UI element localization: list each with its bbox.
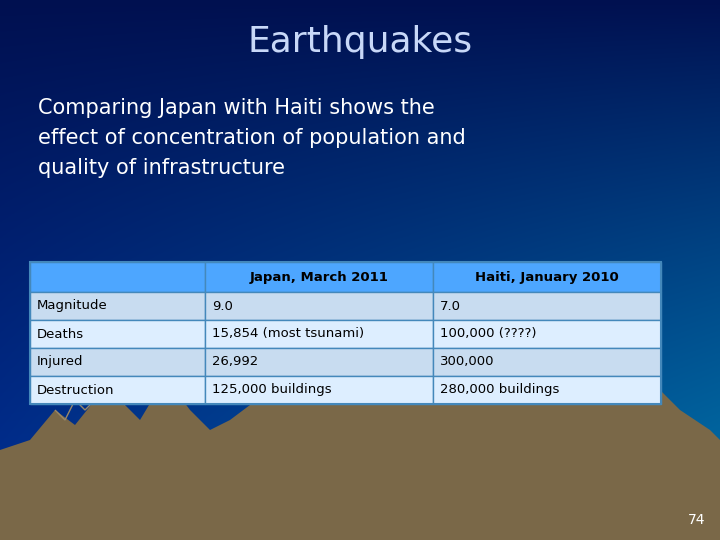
Text: 100,000 (????): 100,000 (????) bbox=[440, 327, 536, 341]
Bar bbox=[433, 292, 661, 320]
Text: Deaths: Deaths bbox=[37, 327, 84, 341]
Bar bbox=[30, 376, 205, 404]
Bar bbox=[30, 262, 205, 292]
Bar bbox=[205, 292, 433, 320]
Text: Comparing Japan with Haiti shows the: Comparing Japan with Haiti shows the bbox=[38, 98, 435, 118]
Bar bbox=[205, 320, 433, 348]
Bar bbox=[0, 452, 720, 540]
Text: 15,854 (most tsunami): 15,854 (most tsunami) bbox=[212, 327, 364, 341]
Text: Destruction: Destruction bbox=[37, 383, 114, 396]
Text: quality of infrastructure: quality of infrastructure bbox=[38, 158, 285, 178]
Bar bbox=[433, 320, 661, 348]
Bar bbox=[433, 348, 661, 376]
Bar bbox=[433, 376, 661, 404]
Polygon shape bbox=[0, 345, 720, 540]
Text: effect of concentration of population and: effect of concentration of population an… bbox=[38, 128, 466, 148]
Bar bbox=[30, 292, 205, 320]
Text: 125,000 buildings: 125,000 buildings bbox=[212, 383, 332, 396]
Text: 300,000: 300,000 bbox=[440, 355, 495, 368]
Bar bbox=[433, 262, 661, 292]
Text: 74: 74 bbox=[688, 513, 706, 527]
Text: Japan, March 2011: Japan, March 2011 bbox=[250, 271, 388, 284]
Text: 7.0: 7.0 bbox=[440, 300, 461, 313]
Text: Earthquakes: Earthquakes bbox=[248, 25, 472, 59]
Text: 9.0: 9.0 bbox=[212, 300, 233, 313]
Text: 26,992: 26,992 bbox=[212, 355, 258, 368]
Bar bbox=[205, 262, 433, 292]
Bar bbox=[30, 320, 205, 348]
Bar bbox=[30, 262, 661, 404]
Text: Haiti, January 2010: Haiti, January 2010 bbox=[475, 271, 619, 284]
Text: Injured: Injured bbox=[37, 355, 84, 368]
Text: Magnitude: Magnitude bbox=[37, 300, 108, 313]
Bar bbox=[205, 376, 433, 404]
Text: 280,000 buildings: 280,000 buildings bbox=[440, 383, 559, 396]
Bar bbox=[205, 348, 433, 376]
Bar bbox=[30, 348, 205, 376]
